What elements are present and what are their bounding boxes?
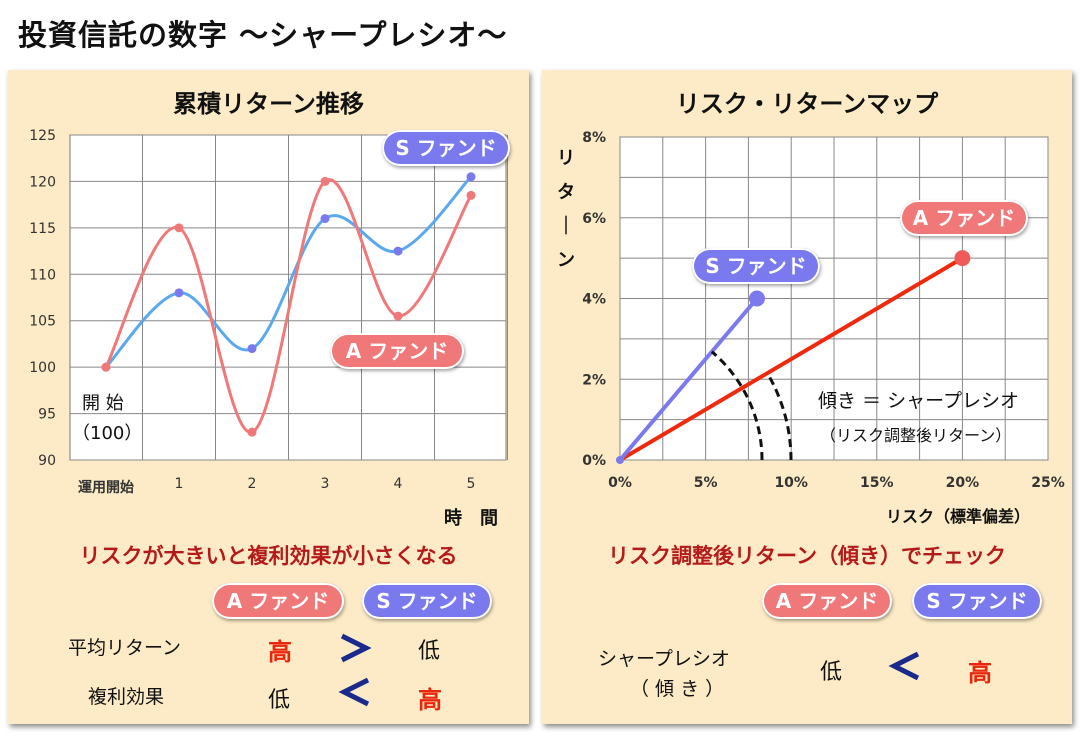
right-x-axis-label: リスク（標準偏差） — [886, 507, 1031, 526]
sharpe-s-value: 高 — [968, 659, 992, 687]
compound-effect-label: 複利効果 — [88, 686, 165, 708]
y-axis-label-char: タ — [557, 182, 575, 203]
right-chart-title: リスク・リターンマップ — [675, 90, 939, 118]
series-line-s-fund — [618, 297, 759, 462]
y-axis-label-char: リ — [557, 148, 575, 169]
data-point-s-fund — [247, 344, 257, 354]
start-label: 開 始 — [82, 393, 124, 414]
page-title: 投資信託の数字 〜シャープレシオ〜 — [18, 18, 508, 52]
y-tick-label: 95 — [38, 407, 56, 423]
origin-point — [616, 456, 624, 464]
y-tick-label: 90 — [38, 453, 56, 469]
s-fund-badge-right-chart: S ファンド — [692, 248, 820, 284]
avg-return-s-value: 低 — [418, 639, 441, 664]
slope-note-sub: （リスク調整後リターン） — [820, 426, 1012, 445]
y-axis-label-char: ン — [557, 250, 575, 271]
data-point-s-fund — [320, 214, 330, 224]
x-tick-label: 15% — [860, 475, 894, 491]
data-point-a-fund — [174, 223, 184, 233]
y-tick-label: 115 — [29, 221, 56, 237]
series-line-s-fund — [104, 175, 473, 369]
x-tick-label: 10% — [774, 475, 808, 491]
data-point-s-fund — [174, 288, 184, 298]
y-tick-label: 4% — [582, 292, 606, 308]
series-line-a-fund — [618, 256, 964, 462]
y-tick-label: 6% — [582, 211, 606, 227]
y-tick-label: 110 — [29, 267, 56, 283]
data-point-a-fund — [954, 250, 971, 267]
data-point-a-fund — [247, 427, 257, 437]
x-tick-label: 1 — [175, 476, 184, 492]
a-fund-badge-right-chart: A ファンド — [900, 200, 1028, 236]
avg-return-label: 平均リターン — [68, 637, 182, 659]
y-tick-label: 100 — [29, 360, 56, 376]
start-value-label: （100） — [72, 423, 143, 444]
y-tick-label: 105 — [29, 314, 56, 330]
y-tick-label: 0% — [582, 453, 606, 469]
right-y-axis-label: リタ ｜ ン — [555, 142, 577, 278]
left-message: リスクが大きいと複利効果が小さくなる — [79, 544, 458, 568]
slope-arc-s-fund — [710, 350, 764, 461]
left-header-s-fund: S ファンド — [362, 583, 492, 619]
data-point-s-fund — [466, 172, 476, 182]
y-axis-label-char: ｜ — [557, 216, 575, 237]
data-point-a-fund — [320, 176, 330, 186]
left-header-a-fund: A ファンド — [212, 583, 344, 619]
right-header-a-fund: A ファンド — [762, 583, 892, 619]
x-tick-label: 運用開始 — [78, 479, 134, 496]
y-tick-label: 120 — [29, 174, 56, 190]
left-chart-title: 累積リターン推移 — [173, 90, 364, 118]
y-tick-label: 2% — [582, 372, 606, 388]
compound-a-value: 低 — [268, 688, 291, 713]
a-fund-badge-left-chart: A ファンド — [330, 333, 464, 369]
x-tick-label: 4 — [394, 476, 403, 492]
data-point-s-fund — [393, 246, 403, 256]
x-tick-label: 2 — [248, 476, 257, 492]
data-point-a-fund — [101, 362, 111, 372]
sharpe-ratio-sublabel: （ 傾 き ） — [630, 678, 725, 700]
s-fund-badge-left-chart: S ファンド — [382, 130, 510, 166]
y-tick-label: 8% — [582, 130, 606, 146]
right-message: リスク調整後リターン（傾き）でチェック — [608, 544, 1006, 568]
avg-return-a-value: 高 — [268, 638, 292, 666]
y-tick-label: 125 — [29, 128, 56, 144]
data-point-s-fund — [748, 290, 765, 307]
left-x-axis-label: 時 間 — [444, 508, 498, 529]
sharpe-a-value: 低 — [820, 660, 843, 685]
x-tick-label: 3 — [321, 476, 330, 492]
x-tick-label: 5% — [694, 475, 718, 491]
x-tick-label: 20% — [946, 475, 980, 491]
slope-arc-a-fund — [766, 372, 793, 461]
data-point-a-fund — [393, 311, 403, 321]
data-point-a-fund — [466, 190, 476, 200]
x-tick-label: 0% — [608, 475, 632, 491]
sharpe-ratio-label: シャープレシオ — [598, 648, 730, 670]
right-header-s-fund: S ファンド — [912, 583, 1042, 619]
x-tick-label: 25% — [1031, 475, 1065, 491]
slope-note: 傾き ＝ シャープレシオ — [818, 390, 1019, 412]
x-tick-label: 5 — [467, 476, 476, 492]
compound-s-value: 高 — [418, 686, 442, 714]
